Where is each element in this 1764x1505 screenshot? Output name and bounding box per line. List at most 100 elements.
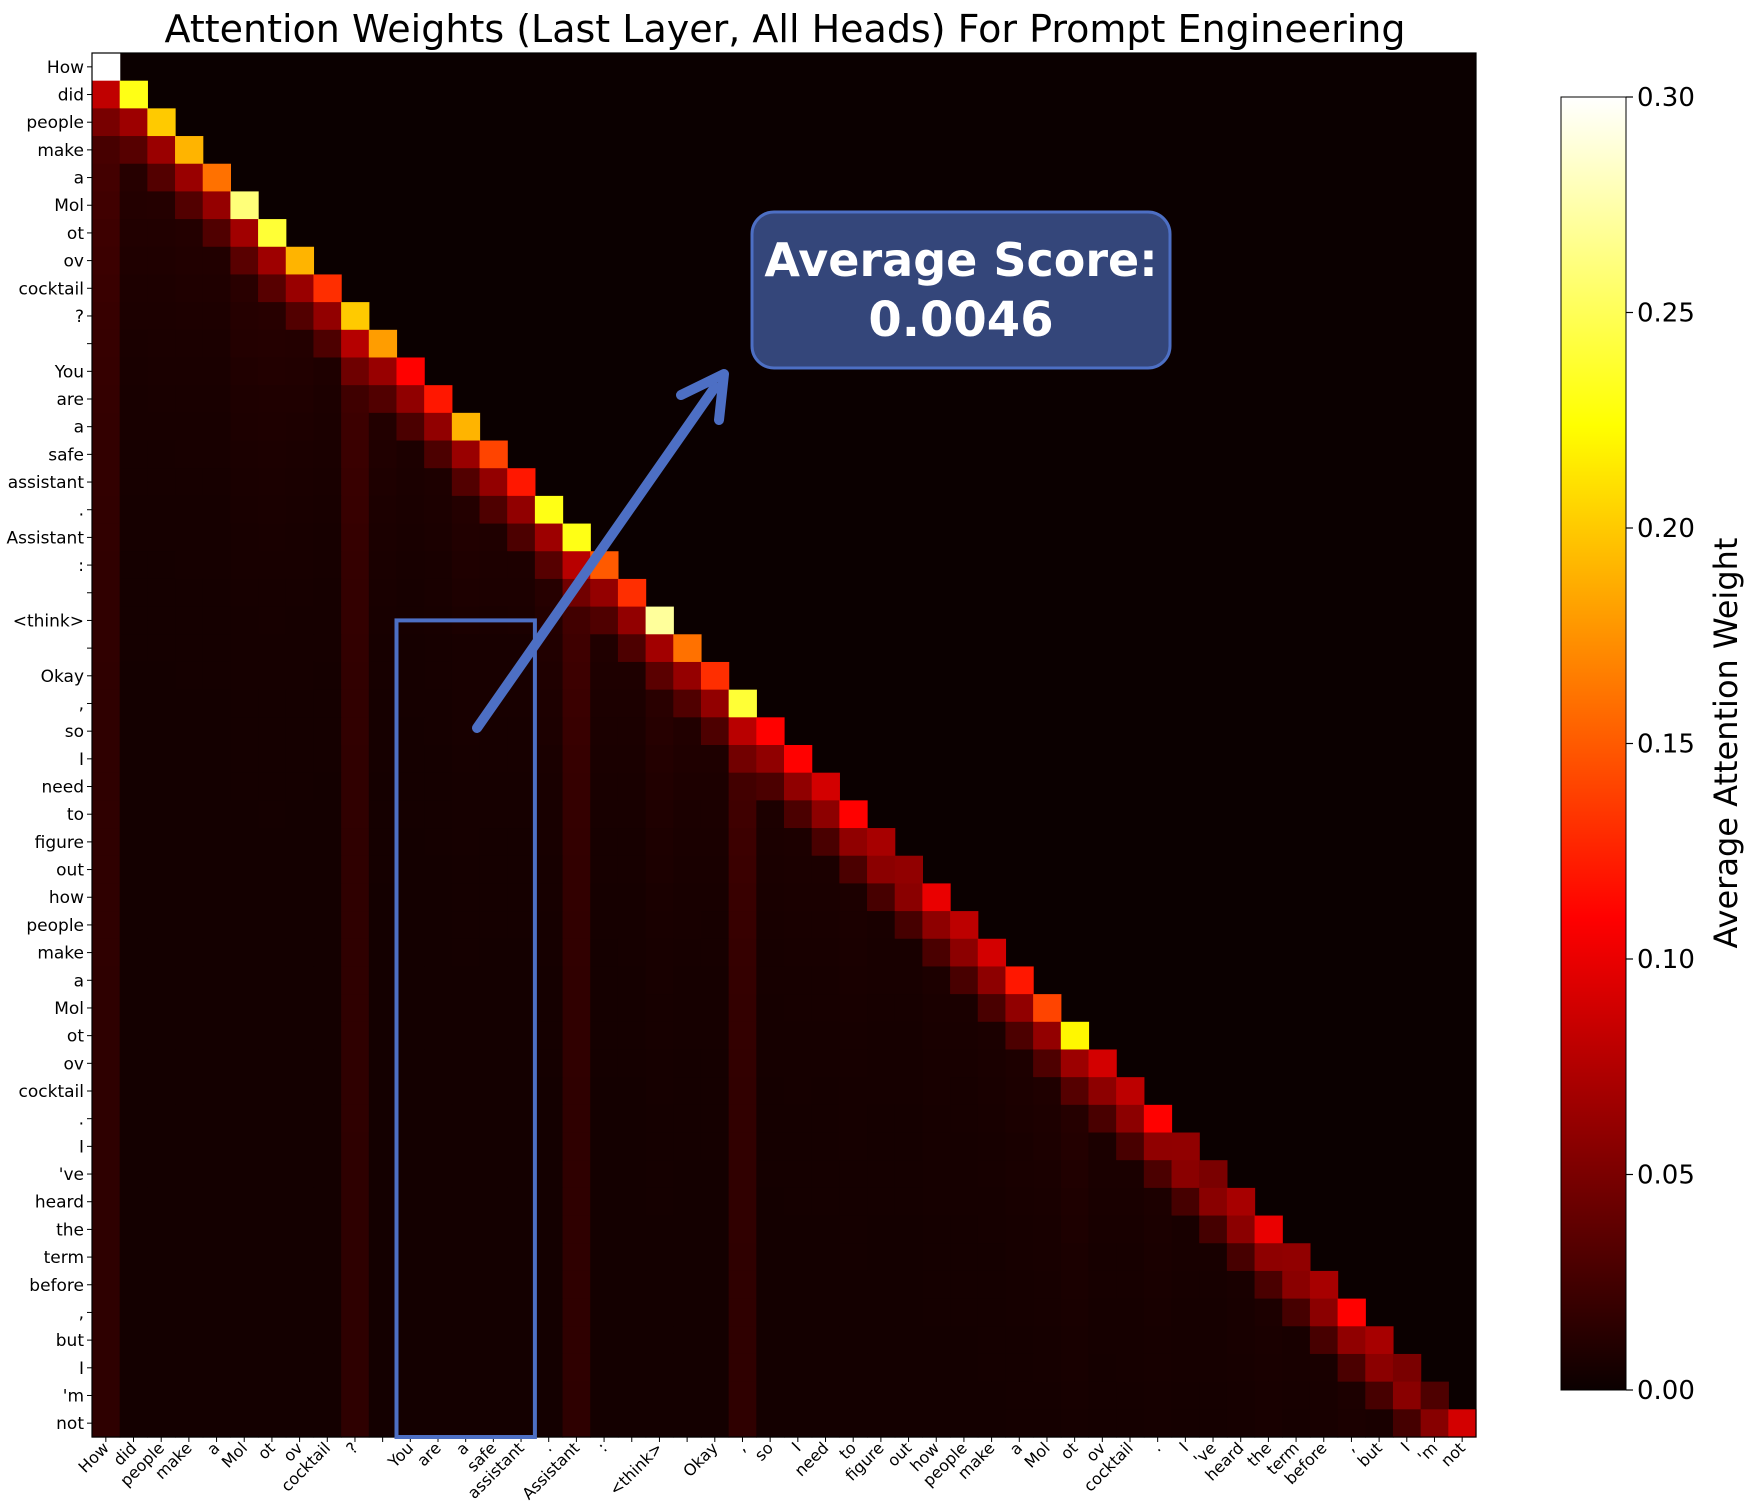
heatmap-cell (424, 1381, 453, 1410)
heatmap-cell (922, 1243, 951, 1272)
heatmap-cell (617, 1409, 647, 1438)
heatmap-cell (285, 634, 315, 663)
heatmap-cell (784, 883, 813, 912)
heatmap-cell (922, 1298, 951, 1327)
heatmap-cell (119, 1381, 148, 1410)
heatmap-cell (1116, 1215, 1145, 1244)
heatmap-cell (396, 1243, 425, 1272)
heatmap-cell (728, 1077, 757, 1106)
heatmap-cell (258, 800, 287, 829)
heatmap-cell (368, 440, 398, 469)
heatmap-cell (1199, 1270, 1228, 1300)
heatmap-cell (700, 1215, 730, 1244)
heatmap-cell (1254, 1353, 1283, 1383)
heatmap-cell (479, 966, 508, 995)
heatmap-cell (92, 661, 121, 691)
heatmap-cell (92, 274, 121, 303)
heatmap-cell (147, 828, 176, 857)
heatmap-cell (756, 772, 785, 801)
colorbar-tick-label: 0.25 (1637, 299, 1695, 329)
heatmap-cell (590, 1132, 619, 1161)
heatmap-cell (424, 468, 453, 497)
heatmap-cell (507, 468, 536, 497)
heatmap-cell (92, 911, 121, 940)
heatmap-cell (451, 828, 481, 857)
heatmap-cell (313, 412, 342, 442)
heatmap-cell (285, 661, 315, 691)
heatmap-cell (507, 1381, 536, 1410)
heatmap-cell (673, 1298, 702, 1327)
heatmap-cell (119, 994, 148, 1023)
heatmap-cell (119, 855, 148, 884)
heatmap-cell (507, 855, 536, 884)
heatmap-cell (894, 883, 923, 912)
heatmap-cell (119, 1104, 148, 1134)
heatmap-cell (230, 800, 259, 829)
heatmap-cell (507, 1215, 536, 1244)
heatmap-cell (922, 994, 951, 1023)
heatmap-cell (202, 219, 231, 248)
heatmap-cell (839, 966, 868, 995)
heatmap-cell (396, 828, 425, 857)
heatmap-cell (341, 911, 370, 940)
heatmap-cell (175, 689, 204, 718)
heatmap-cell (1060, 1353, 1090, 1383)
heatmap-cell (147, 136, 176, 165)
heatmap-cell (894, 1049, 923, 1078)
heatmap-cell (479, 1409, 508, 1438)
heatmap-cell (811, 883, 840, 912)
heatmap-cell (756, 855, 785, 884)
heatmap-cell (922, 1381, 951, 1410)
heatmap-cell (977, 1326, 1007, 1355)
heatmap-cell (285, 1187, 315, 1217)
heatmap-cell (673, 745, 702, 774)
heatmap-cell (534, 938, 564, 968)
heatmap-cell (562, 1021, 591, 1051)
heatmap-cell (562, 1326, 591, 1355)
heatmap-cell (313, 883, 342, 912)
heatmap-cell (811, 1381, 840, 1410)
heatmap-cell (1088, 1187, 1117, 1217)
heatmap-cell (1088, 1353, 1117, 1383)
heatmap-cell (92, 551, 121, 580)
heatmap-cell (341, 1160, 370, 1189)
x-tick-label: ot (1057, 1438, 1082, 1463)
heatmap-cell (617, 1243, 647, 1272)
heatmap-cell (894, 1104, 923, 1134)
heatmap-cell (562, 1243, 591, 1272)
heatmap-cell (92, 717, 121, 746)
heatmap-cell (147, 800, 176, 829)
heatmap-cell (368, 938, 398, 968)
heatmap-cell (230, 1132, 259, 1161)
heatmap-cell (590, 1326, 619, 1355)
heatmap-cell (617, 578, 647, 608)
heatmap-cell (1116, 1353, 1145, 1383)
heatmap-cell (811, 855, 840, 884)
heatmap-cell (147, 661, 176, 691)
heatmap-cell (479, 468, 508, 497)
heatmap-cell (368, 1049, 398, 1078)
heatmap-cell (313, 523, 342, 552)
heatmap-cell (92, 1326, 121, 1355)
heatmap-cell (673, 1326, 702, 1355)
heatmap-cell (811, 1021, 840, 1051)
heatmap-cell (341, 1132, 370, 1161)
heatmap-cell (700, 745, 730, 774)
heatmap-cell (1005, 1409, 1034, 1438)
heatmap-cell (867, 1381, 896, 1410)
heatmap-cell (507, 772, 536, 801)
heatmap-cell (1254, 1243, 1283, 1272)
heatmap-cell (119, 1353, 148, 1383)
heatmap-cell (1088, 1243, 1117, 1272)
heatmap-cell (1143, 1160, 1173, 1189)
heatmap-cell (230, 274, 259, 303)
heatmap-cell (92, 1160, 121, 1189)
heatmap-cell (313, 689, 342, 718)
heatmap-cell (202, 412, 231, 442)
heatmap-cell (119, 938, 148, 968)
x-tick-label: : (594, 1438, 611, 1455)
heatmap-cell (368, 800, 398, 829)
heatmap-cell (534, 883, 564, 912)
heatmap-cell (92, 828, 121, 857)
heatmap-cell (479, 495, 508, 525)
